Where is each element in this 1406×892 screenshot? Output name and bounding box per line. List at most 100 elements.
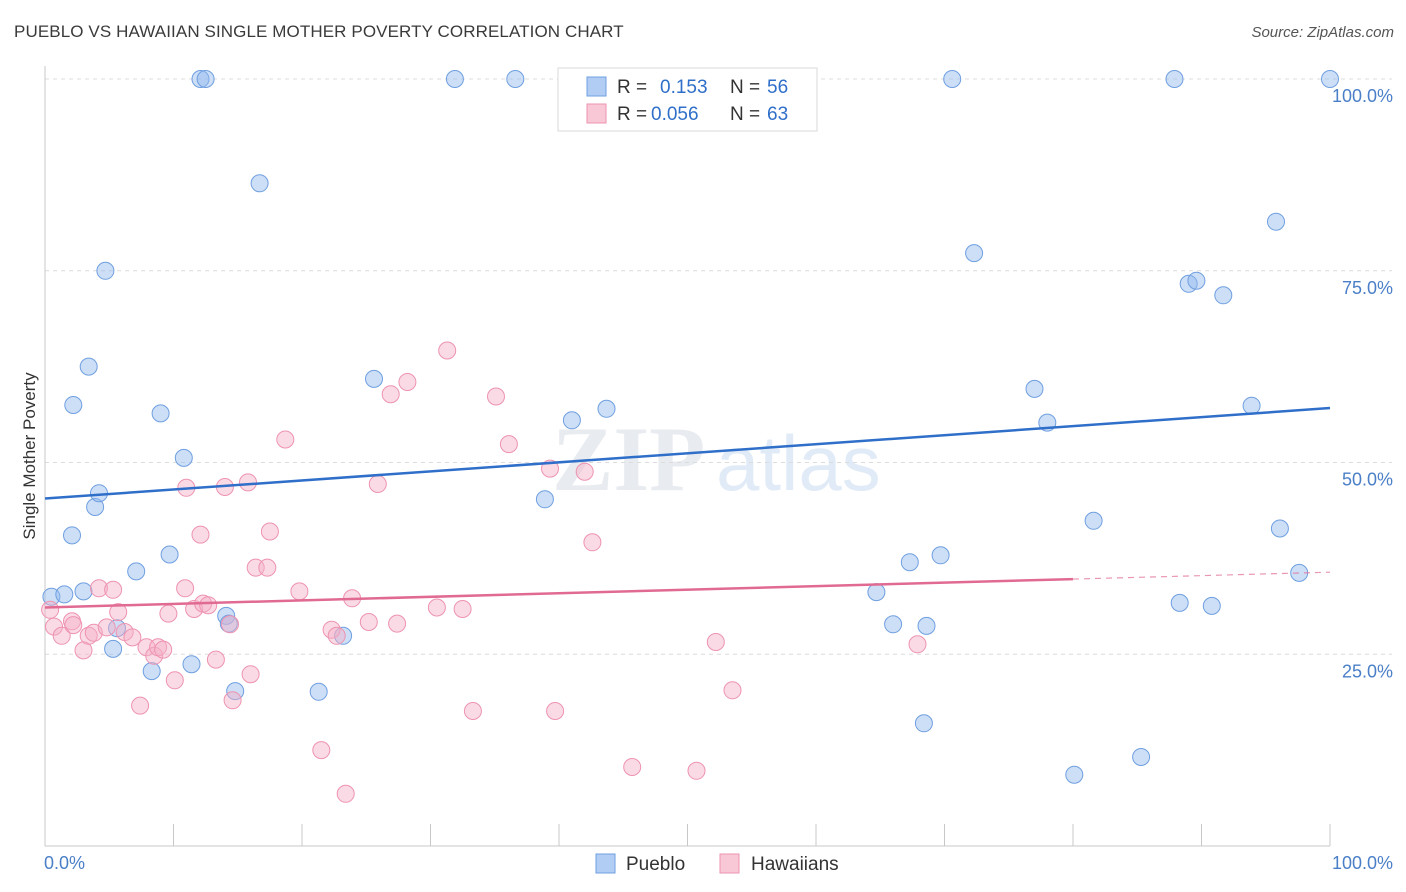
hawaiians-point-52 — [487, 387, 505, 406]
hawaiians-point-6 — [79, 626, 98, 645]
legend-swatch-pueblo — [595, 853, 616, 874]
pueblo-point-15 — [174, 448, 193, 467]
pueblo-point-51 — [1267, 212, 1285, 231]
pueblo-point-41 — [1065, 765, 1084, 784]
hawaiians-point-56 — [575, 462, 594, 481]
hawaiians-point-2 — [52, 626, 71, 645]
pueblo-point-3 — [64, 396, 83, 414]
hawaiians-point-31 — [239, 473, 257, 492]
hawaiians-point-35 — [260, 522, 279, 541]
pueblo-point-29 — [562, 411, 581, 430]
pueblo-point-36 — [931, 546, 950, 565]
y-tick-label-0: 25.0% — [1342, 661, 1393, 681]
hawaiians-point-40 — [327, 626, 346, 645]
pueblo-trend-line — [44, 406, 1331, 500]
pueblo-point-8 — [96, 261, 115, 280]
hawaiians-point-45 — [381, 385, 400, 404]
pueblo-point-31 — [867, 583, 886, 602]
hawaiians-trend-line — [44, 577, 1074, 609]
stats-r-label-pueblo: R = — [617, 77, 647, 98]
hawaiians-trend-extension — [1072, 571, 1331, 580]
pueblo-point-14 — [160, 545, 179, 564]
y-tick-label-3: 100.0% — [1332, 86, 1393, 106]
hawaiians-point-9 — [97, 618, 116, 637]
pueblo-point-34 — [917, 616, 936, 635]
hawaiians-point-55 — [546, 702, 565, 720]
pueblo-point-27 — [506, 70, 525, 88]
pueblo-point-43 — [1132, 748, 1151, 766]
chart-title: PUEBLO VS HAWAIIAN SINGLE MOTHER POVERTY… — [14, 22, 624, 41]
pueblo-point-45 — [1170, 593, 1189, 612]
pueblo-point-23 — [309, 682, 328, 701]
pueblo-point-2 — [63, 526, 81, 545]
axes — [44, 66, 1331, 847]
pueblo-point-28 — [535, 490, 554, 509]
source-label: Source: ZipAtlas.com — [1251, 24, 1394, 41]
pueblo-point-13 — [151, 404, 170, 423]
hawaiians-point-46 — [388, 614, 407, 633]
pueblo-point-22 — [250, 174, 269, 193]
y-tick-label-1: 50.0% — [1342, 470, 1393, 490]
hawaiians-point-50 — [453, 600, 472, 618]
hawaiians-point-34 — [258, 558, 277, 577]
pueblo-point-16 — [182, 655, 201, 674]
svg-text:R =: R = — [617, 104, 647, 125]
svg-text:R =: R = — [617, 77, 647, 98]
stats-r-value-hawaiians: 0.056 — [651, 104, 699, 125]
pueblo-point-12 — [142, 662, 161, 681]
stats-swatch-pueblo — [586, 76, 607, 97]
pueblo-point-42 — [1084, 511, 1103, 530]
trend-lines — [44, 406, 1331, 609]
stats-swatch-hawaiians — [586, 103, 607, 124]
hawaiians-point-51 — [463, 702, 482, 720]
hawaiians-point-19 — [159, 604, 178, 623]
pueblo-point-44 — [1165, 70, 1184, 88]
stats-n-label-hawaiians: N = — [730, 104, 760, 125]
hawaiians-point-58 — [623, 758, 642, 776]
pueblo-point-24 — [334, 626, 353, 645]
y-tick-labels: 25.0% 50.0% 75.0% 100.0% — [1332, 86, 1393, 681]
x-tick-label-min: 0.0% — [44, 853, 85, 873]
hawaiians-point-62 — [908, 635, 927, 654]
hawaiians-point-59 — [687, 761, 706, 780]
hawaiians-point-39 — [322, 620, 341, 639]
hawaiians-point-49 — [438, 341, 457, 360]
legend-label-pueblo: Pueblo — [626, 854, 685, 875]
pueblo-point-38 — [965, 244, 984, 263]
hawaiians-point-43 — [359, 613, 378, 631]
hawaiians-point-18 — [154, 640, 173, 659]
pueblo-point-18 — [196, 70, 215, 88]
hawaiians-point-27 — [206, 650, 225, 669]
hawaiians-point-23 — [185, 600, 204, 618]
pueblo-point-54 — [1321, 70, 1339, 88]
pueblo-point-17 — [191, 70, 210, 88]
hawaiians-point-21 — [176, 579, 195, 598]
hawaiians-point-4 — [64, 616, 83, 635]
pueblo-point-25 — [365, 369, 383, 388]
hawaiians-point-60 — [706, 633, 725, 651]
hawaiians-point-10 — [104, 580, 123, 599]
hawaiians-point-38 — [312, 741, 331, 760]
pueblo-point-39 — [1025, 379, 1044, 398]
hawaiians-point-26 — [199, 596, 218, 615]
hawaiians-point-14 — [131, 696, 150, 715]
pueblo-point-1 — [55, 585, 74, 604]
hawaiians-point-48 — [427, 598, 446, 617]
pueblo-point-50 — [1242, 396, 1261, 415]
data-points — [41, 70, 1339, 803]
pueblo-point-20 — [219, 614, 238, 633]
hawaiians-point-41 — [336, 784, 355, 803]
pueblo-point-32 — [884, 615, 903, 634]
hawaiians-point-44 — [368, 475, 387, 493]
pueblo-point-37 — [943, 70, 962, 88]
pueblo-point-26 — [445, 70, 464, 88]
legend-swatch-hawaiians — [719, 853, 740, 874]
stats-n-label-pueblo: N = — [730, 77, 760, 98]
hawaiians-point-53 — [499, 435, 518, 454]
stats-n-value-hawaiians: 63 — [767, 104, 788, 125]
pueblo-point-11 — [127, 562, 146, 581]
hawaiians-point-1 — [45, 617, 63, 636]
pueblo-point-33 — [900, 553, 919, 572]
hawaiians-point-16 — [145, 646, 164, 665]
